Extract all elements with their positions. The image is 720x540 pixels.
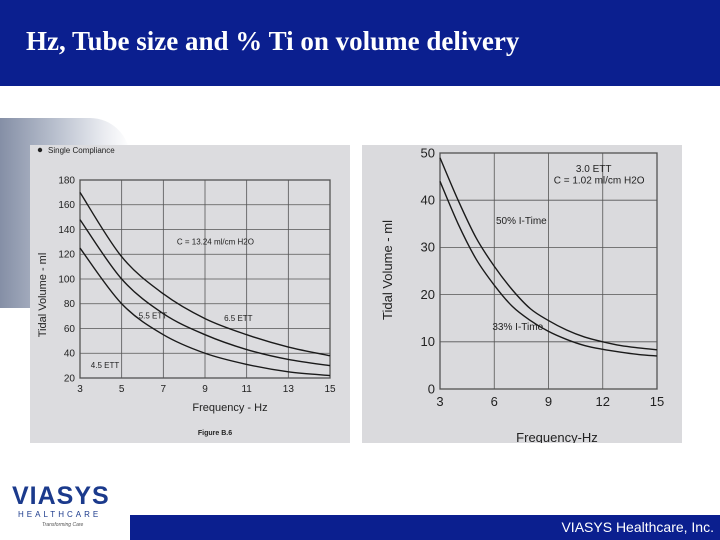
tick-labels: 3 5 7 9 11 13 15 20 40 60 80 100 120 140 160 180 bbox=[58, 175, 336, 395]
footer-text: VIASYS Healthcare, Inc. bbox=[561, 519, 714, 535]
y-tick-label: 10 bbox=[421, 334, 435, 349]
series-line bbox=[79, 247, 331, 377]
slide-title: Hz, Tube size and % Ti on volume deliver… bbox=[26, 26, 520, 56]
tick-labels: 3 6 9 12 15 0 10 20 30 40 50 bbox=[421, 145, 665, 409]
y-tick-label: 20 bbox=[421, 287, 435, 302]
annotation-label: C = 13.24 ml/cm H2O bbox=[177, 237, 254, 246]
x-tick-label: 9 bbox=[545, 394, 552, 409]
logo-subtitle: HEALTHCARE bbox=[18, 510, 102, 519]
annotation-label: 6.5 ETT bbox=[224, 314, 253, 323]
figure-caption: Figure B.6 bbox=[198, 430, 232, 437]
annotation-label: 33% I-Time bbox=[492, 322, 543, 333]
grid bbox=[439, 152, 658, 390]
x-tick-label: 11 bbox=[241, 384, 252, 395]
y-tick-label: 140 bbox=[58, 225, 75, 236]
y-tick-label: 40 bbox=[421, 193, 435, 208]
x-tick-label: 15 bbox=[650, 394, 664, 409]
y-tick-label: 180 bbox=[58, 175, 75, 186]
legend-bullet-row: Single Compliance bbox=[37, 146, 115, 155]
series-line bbox=[439, 157, 658, 351]
title-bar: Hz, Tube size and % Ti on volume deliver… bbox=[0, 0, 720, 86]
series-lines bbox=[79, 191, 331, 377]
legend-text: Single Compliance bbox=[48, 146, 115, 155]
annotation-label: C = 1.02 ml/cm H2O bbox=[554, 176, 645, 187]
x-tick-label: 3 bbox=[77, 384, 83, 395]
footer-bar: VIASYS Healthcare, Inc. bbox=[130, 515, 720, 540]
series-line bbox=[79, 219, 331, 367]
x-tick-label: 12 bbox=[596, 394, 610, 409]
logo-wordmark: VIASYS bbox=[12, 482, 110, 510]
series-lines bbox=[439, 157, 658, 357]
chart-photo-right: 3 6 9 12 15 0 10 20 30 40 50 3.0 ETT C = 1.02 ml/cm… bbox=[362, 145, 682, 445]
x-tick-label: 3 bbox=[436, 394, 443, 409]
series-line bbox=[79, 191, 331, 357]
y-axis-label: Tidal Volume - ml bbox=[380, 220, 395, 320]
x-tick-label: 15 bbox=[324, 384, 336, 395]
y-tick-label: 80 bbox=[64, 299, 76, 310]
x-tick-label: 7 bbox=[161, 384, 167, 395]
x-tick-label: 13 bbox=[283, 384, 295, 395]
y-tick-label: 0 bbox=[428, 381, 435, 396]
x-tick-label: 5 bbox=[119, 384, 125, 395]
logo-tagline: Transforming Care bbox=[42, 522, 84, 528]
x-axis-label: Frequency-Hz bbox=[516, 430, 598, 443]
chart-left-svg: Single Compliance 3 5 7 9 11 13 15 20 40 60 80 100 1… bbox=[37, 146, 336, 437]
legend-bullet-icon bbox=[37, 147, 43, 153]
annotation-label: 5.5 ETT bbox=[139, 312, 168, 321]
y-tick-label: 20 bbox=[64, 373, 76, 384]
annotation-label: 50% I-Time bbox=[496, 216, 547, 227]
y-axis-label: Tidal Volume - ml bbox=[37, 253, 49, 338]
y-tick-label: 100 bbox=[58, 274, 75, 285]
y-tick-label: 50 bbox=[421, 145, 435, 160]
x-axis-label: Frequency - Hz bbox=[192, 402, 267, 414]
y-tick-label: 30 bbox=[421, 240, 435, 255]
y-tick-label: 120 bbox=[58, 250, 75, 261]
series-line bbox=[439, 181, 658, 357]
y-tick-label: 60 bbox=[64, 324, 76, 335]
chart-photo-left: Single Compliance 3 5 7 9 11 13 15 20 40 60 80 100 1… bbox=[30, 145, 350, 443]
viasys-logo: VIASYS HEALTHCARE Transforming Care bbox=[12, 482, 122, 534]
annotation-label: 4.5 ETT bbox=[91, 361, 120, 370]
x-tick-label: 6 bbox=[491, 394, 498, 409]
y-tick-label: 40 bbox=[64, 349, 76, 360]
annotations: C = 13.24 ml/cm H2O 5.5 ETT 6.5 ETT 4.5 ETT bbox=[91, 237, 254, 370]
x-tick-label: 9 bbox=[202, 384, 208, 395]
y-tick-label: 160 bbox=[58, 200, 75, 211]
annotation-label: 3.0 ETT bbox=[576, 164, 612, 175]
